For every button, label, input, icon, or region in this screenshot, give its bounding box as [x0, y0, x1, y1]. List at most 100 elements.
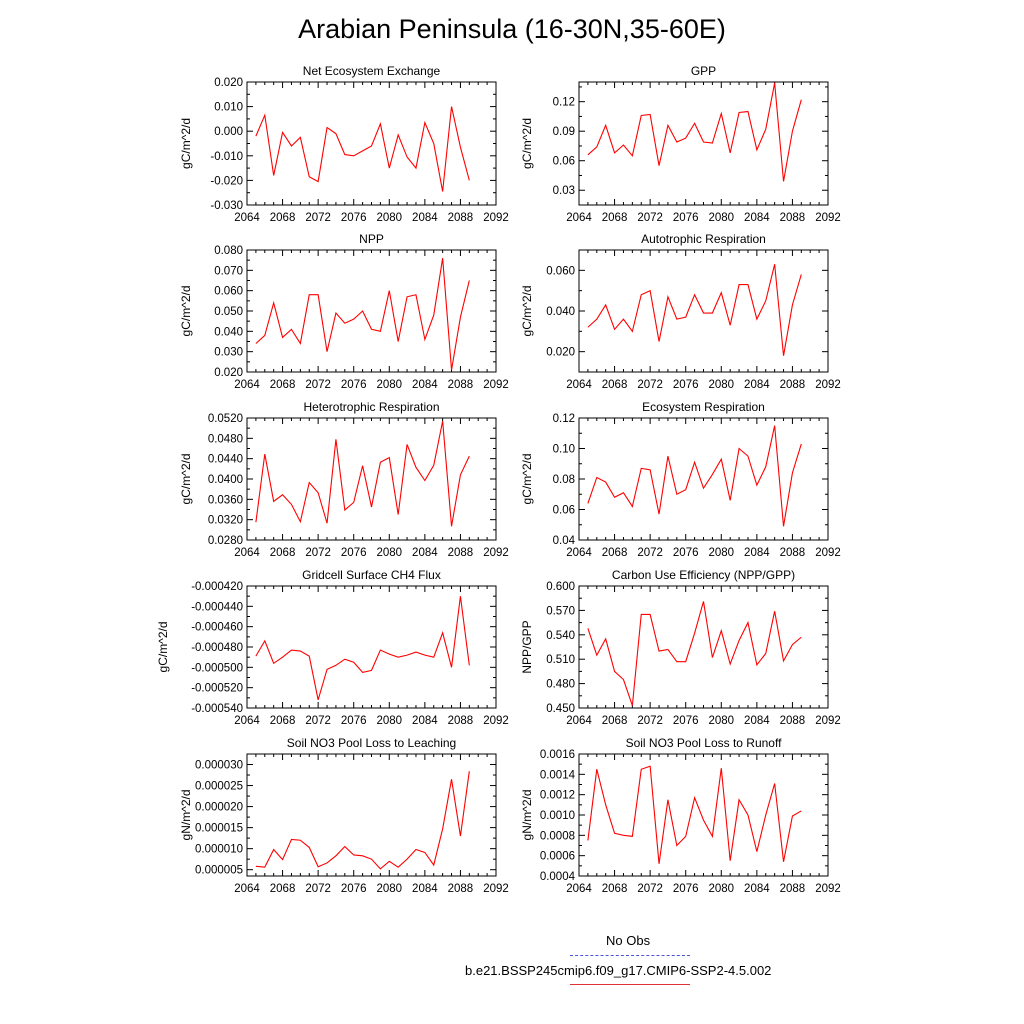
- y-tick-label: 0.000005: [195, 865, 243, 877]
- x-tick-label: 2068: [602, 715, 628, 727]
- x-tick-label: 2080: [376, 547, 402, 559]
- y-tick-label: 0.020: [546, 347, 575, 359]
- y-axis-label: gC/m^2/d: [520, 118, 534, 169]
- x-tick-label: 2072: [305, 212, 331, 224]
- x-tick-label: 2076: [341, 715, 367, 727]
- chart-title: Autotrophic Respiration: [641, 232, 766, 246]
- y-tick-label: 0.020: [214, 77, 243, 89]
- plot-frame: [578, 417, 829, 541]
- y-tick-label: 0.570: [546, 605, 575, 617]
- y-tick-label: 0.10: [553, 444, 575, 456]
- x-tick-label: 2076: [673, 212, 699, 224]
- x-tick-label: 2092: [483, 379, 509, 391]
- x-tick-label: 2092: [815, 883, 841, 895]
- x-tick-label: 2072: [637, 379, 663, 391]
- series-line: [587, 601, 802, 706]
- x-tick-label: 2092: [483, 547, 509, 559]
- x-tick-label: 2084: [412, 883, 438, 895]
- x-tick-label: 2080: [708, 547, 734, 559]
- y-tick-label: -0.000420: [191, 581, 243, 593]
- y-tick-label: 0.540: [546, 630, 575, 642]
- y-tick-label: 0.12: [553, 97, 575, 109]
- x-tick-label: 2084: [744, 883, 770, 895]
- x-tick-label: 2064: [234, 547, 260, 559]
- page-title: Arabian Peninsula (16-30N,35-60E): [298, 14, 726, 44]
- x-tick-label: 2076: [673, 379, 699, 391]
- y-tick-label: 0.480: [546, 679, 575, 691]
- x-tick-label: 2084: [744, 547, 770, 559]
- chart-title: Heterotrophic Respiration: [303, 400, 439, 414]
- chart-title: GPP: [691, 64, 716, 78]
- x-tick-label: 2068: [602, 212, 628, 224]
- x-tick-label: 2088: [780, 715, 806, 727]
- y-axis-label: NPP/GPP: [520, 620, 534, 673]
- y-axis-label: gN/m^2/d: [179, 790, 193, 841]
- y-tick-label: -0.000460: [191, 622, 243, 634]
- x-tick-label: 2072: [305, 883, 331, 895]
- y-tick-label: 0.010: [214, 102, 243, 114]
- chart-7: Gridcell Surface CH4 Flux gC/m^2/d 2064 206…: [156, 568, 509, 727]
- y-tick-label: 0.510: [546, 654, 575, 666]
- x-tick-label: 2084: [744, 715, 770, 727]
- y-tick-label: 0.080: [214, 245, 243, 257]
- x-tick-label: 2080: [376, 883, 402, 895]
- y-tick-label: 0.450: [546, 703, 575, 715]
- x-tick-label: 2084: [412, 379, 438, 391]
- series-line: [255, 771, 470, 870]
- y-tick-label: 0.0010: [540, 810, 575, 822]
- x-tick-label: 2076: [341, 379, 367, 391]
- y-tick-label: 0.0320: [208, 515, 243, 527]
- x-tick-label: 2072: [637, 547, 663, 559]
- x-tick-label: 2064: [234, 379, 260, 391]
- y-axis-label: gC/m^2/d: [520, 286, 534, 337]
- y-tick-label: 0.000025: [195, 781, 243, 793]
- x-tick-label: 2092: [815, 547, 841, 559]
- x-tick-label: 2092: [815, 212, 841, 224]
- y-tick-label: 0.050: [214, 306, 243, 318]
- x-tick-label: 2068: [602, 883, 628, 895]
- y-tick-label: 0.03: [553, 185, 575, 197]
- plot-frame: [246, 753, 497, 877]
- x-tick-label: 2072: [637, 212, 663, 224]
- y-tick-label: 0.060: [546, 265, 575, 277]
- x-tick-label: 2064: [234, 883, 260, 895]
- x-tick-label: 2068: [270, 379, 296, 391]
- x-tick-label: 2076: [673, 547, 699, 559]
- chart-3: NPP gC/m^2/d 2064 2068 2072 2076 2080 2084 2088 2…: [179, 232, 509, 391]
- y-tick-label: 0.000010: [195, 844, 243, 856]
- y-tick-label: 0.0440: [208, 454, 243, 466]
- y-axis-label: gC/m^2/d: [520, 454, 534, 505]
- y-tick-label: 0.040: [214, 326, 243, 338]
- series-line: [587, 765, 802, 864]
- y-tick-label: 0.0520: [208, 413, 243, 425]
- y-tick-label: 0.040: [546, 306, 575, 318]
- x-tick-label: 2076: [673, 883, 699, 895]
- x-tick-label: 2084: [412, 715, 438, 727]
- x-tick-label: 2092: [483, 212, 509, 224]
- x-tick-label: 2080: [708, 883, 734, 895]
- x-tick-label: 2068: [602, 379, 628, 391]
- y-tick-label: 0.060: [214, 286, 243, 298]
- x-tick-label: 2064: [234, 212, 260, 224]
- y-tick-label: 0.030: [214, 347, 243, 359]
- y-axis-label: gC/m^2/d: [179, 454, 193, 505]
- y-tick-label: -0.010: [210, 151, 243, 163]
- y-tick-label: 0.070: [214, 265, 243, 277]
- series-line: [255, 596, 470, 701]
- x-tick-label: 2064: [566, 547, 592, 559]
- x-tick-label: 2072: [305, 547, 331, 559]
- chart-8: Carbon Use Efficiency (NPP/GPP) NPP/GPP 20…: [520, 568, 841, 727]
- x-tick-label: 2088: [780, 883, 806, 895]
- x-tick-label: 2092: [483, 883, 509, 895]
- chart-9: Soil NO3 Pool Loss to Leaching gN/m^2/d 20…: [179, 736, 509, 895]
- y-tick-label: 0.06: [553, 505, 575, 517]
- y-tick-label: -0.000480: [191, 642, 243, 654]
- y-tick-label: 0.0006: [540, 851, 575, 863]
- x-tick-label: 2064: [566, 883, 592, 895]
- y-tick-label: 0.0012: [540, 790, 575, 802]
- y-tick-label: 0.0480: [208, 433, 243, 445]
- x-tick-label: 2088: [780, 212, 806, 224]
- plot-frame: [246, 81, 497, 206]
- y-tick-label: -0.000500: [191, 662, 243, 674]
